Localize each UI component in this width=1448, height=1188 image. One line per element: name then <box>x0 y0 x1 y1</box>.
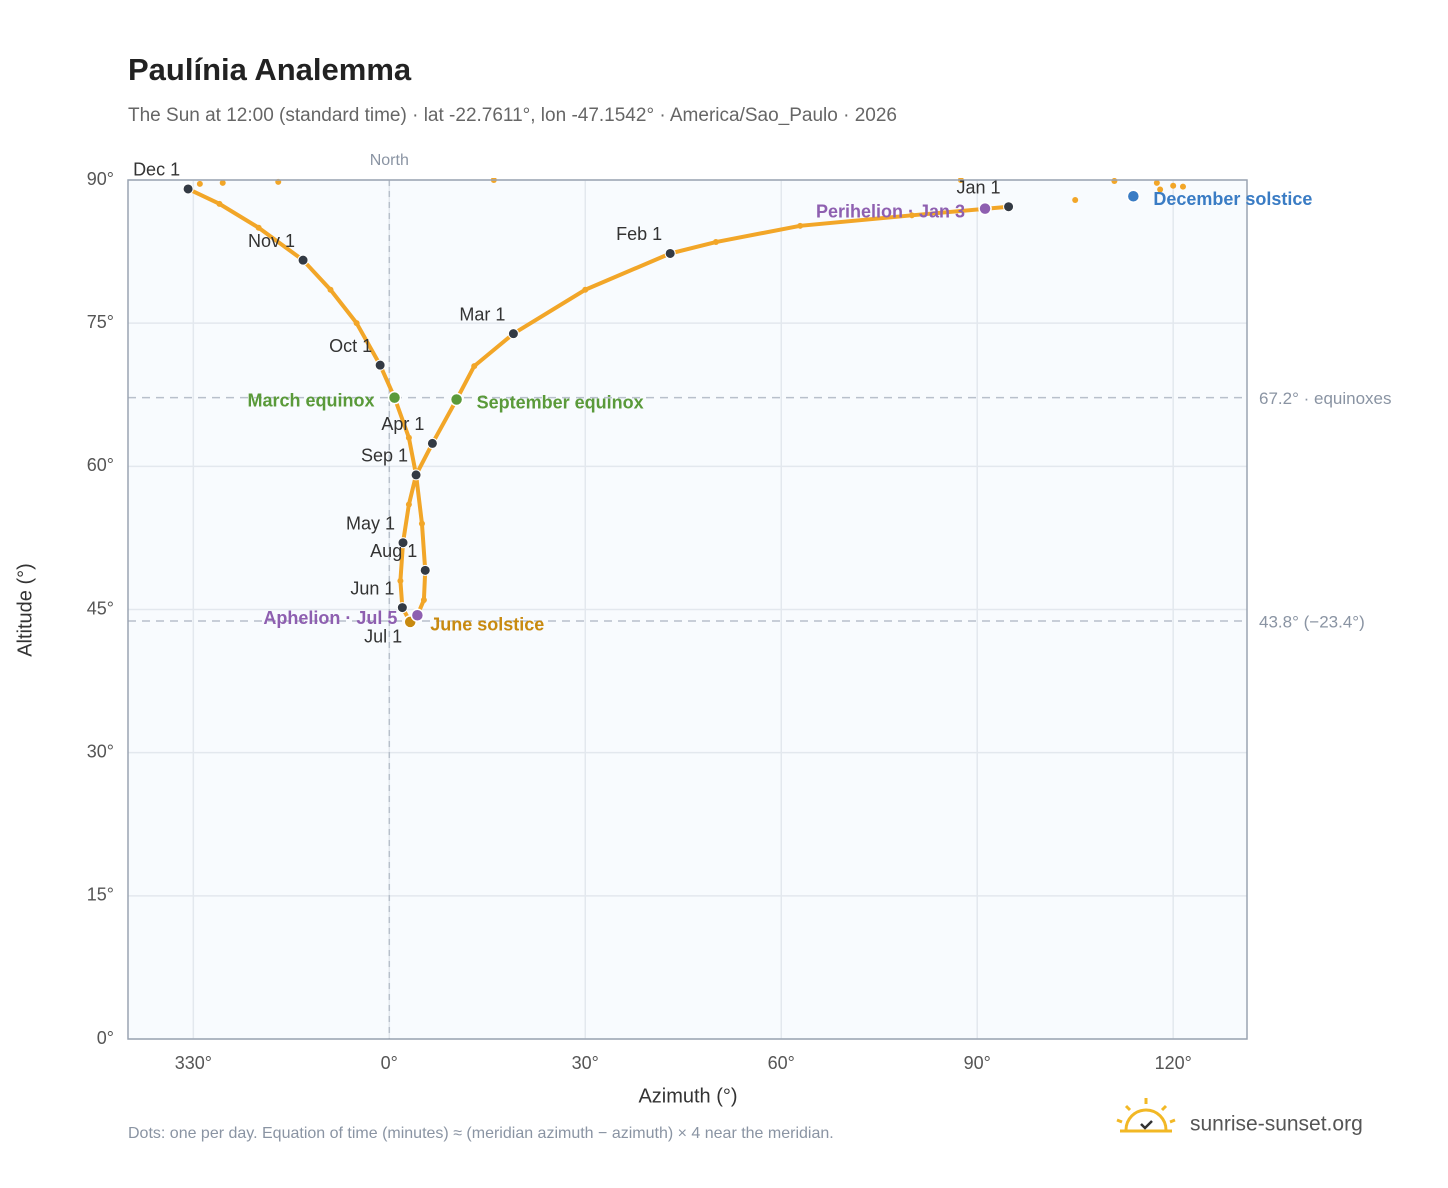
y-tick-label: 30° <box>87 741 114 761</box>
event-dot <box>1126 189 1141 203</box>
y-tick-label: 75° <box>87 312 114 332</box>
x-tick-label: 330° <box>175 1053 212 1073</box>
month-label: Nov 1 <box>248 231 295 251</box>
grid <box>128 179 1247 1040</box>
month-label: Mar 1 <box>459 304 505 324</box>
month-dot <box>1003 201 1015 213</box>
y-axis-label: Altitude (°) <box>14 563 36 657</box>
y-tick-label: 60° <box>87 455 114 475</box>
daily-dot <box>1072 197 1079 204</box>
event-dot <box>410 608 425 622</box>
brand: sunrise-sunset.org <box>1190 1113 1363 1136</box>
brand-icon <box>1116 1098 1176 1133</box>
daily-dot <box>1111 178 1118 184</box>
month-dot <box>419 564 431 576</box>
event-label: March equinox <box>247 390 374 410</box>
event-label: Aphelion · Jul 5 <box>263 608 397 628</box>
month-label: Sep 1 <box>361 446 408 466</box>
daily-dot <box>219 179 226 186</box>
x-tick-label: 0° <box>381 1053 398 1073</box>
reference-label: 67.2° · equinoxes <box>1259 389 1392 408</box>
month-dot <box>664 247 676 259</box>
event-dot <box>387 390 402 405</box>
daily-dot <box>196 180 203 187</box>
y-tick-label: 90° <box>87 169 114 189</box>
month-label: May 1 <box>346 513 395 533</box>
footnote: Dots: one per day. Equation of time (min… <box>128 1125 834 1142</box>
event-label: June solstice <box>430 615 544 635</box>
month-dot <box>374 359 386 371</box>
month-label: Jun 1 <box>350 578 394 598</box>
event-dot <box>449 392 464 407</box>
daily-dot <box>1157 186 1164 193</box>
month-label: Feb 1 <box>616 224 662 244</box>
plot-frame <box>127 179 1248 1040</box>
daily-dot <box>1170 182 1177 189</box>
month-dot <box>397 537 409 549</box>
event-label: Perihelion · Jan 3 <box>816 201 965 221</box>
y-tick-label: 15° <box>87 885 114 905</box>
month-dot <box>410 469 422 481</box>
y-tick-label: 45° <box>87 598 114 618</box>
month-dot <box>426 437 438 449</box>
month-label: Jan 1 <box>957 177 1001 197</box>
month-label: Apr 1 <box>381 414 424 434</box>
x-tick-label: 120° <box>1155 1053 1192 1073</box>
north-label: North <box>370 152 409 169</box>
month-dot <box>507 328 519 340</box>
x-tick-label: 90° <box>964 1053 991 1073</box>
month-dot <box>297 254 309 266</box>
month-label: Aug 1 <box>370 541 417 561</box>
x-tick-label: 60° <box>768 1053 795 1073</box>
reference-label: 43.8° (−23.4°) <box>1259 612 1365 631</box>
x-axis-label: Azimuth (°) <box>638 1085 737 1107</box>
event-dot <box>978 201 992 216</box>
event-label: December solstice <box>1153 189 1312 209</box>
daily-dot <box>1153 179 1160 186</box>
chart-title: Paulínia Analemma <box>128 52 412 87</box>
daily-dot <box>1179 183 1186 190</box>
month-dot <box>396 602 408 614</box>
event-label: September equinox <box>477 392 644 412</box>
month-label: Dec 1 <box>133 160 180 180</box>
chart-subtitle: The Sun at 12:00 (standard time) · lat -… <box>128 105 897 126</box>
month-dot <box>182 183 194 195</box>
month-label: Jul 1 <box>364 627 402 647</box>
y-tick-label: 0° <box>97 1028 114 1048</box>
month-label: Oct 1 <box>329 336 372 356</box>
x-tick-label: 30° <box>572 1053 599 1073</box>
